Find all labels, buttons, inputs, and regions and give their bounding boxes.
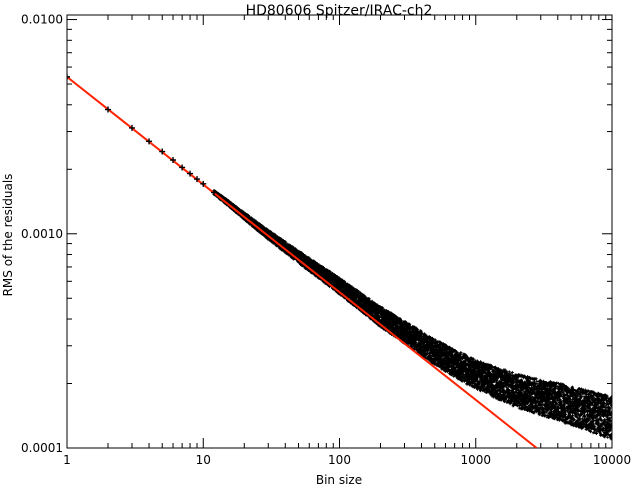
data-point-marker xyxy=(146,138,153,145)
fit-line xyxy=(67,76,538,448)
axes: 1 10 100 1000 10000 0.0001 0.0010 0.0100 xyxy=(21,13,631,467)
data-point-marker xyxy=(159,148,166,155)
data-point-marker xyxy=(194,176,201,183)
data-point-marker xyxy=(67,73,70,80)
x-tick-label: 1 xyxy=(63,453,71,467)
y-tick-label: 0.0100 xyxy=(21,13,63,27)
data-point-marker xyxy=(200,180,207,187)
data-point-marker xyxy=(211,189,218,196)
data-group xyxy=(67,73,612,448)
y-axis-label: RMS of the residuals xyxy=(1,174,15,297)
plot-area xyxy=(67,73,612,448)
x-tick-label: 1000 xyxy=(460,453,491,467)
x-tick-label: 10000 xyxy=(593,453,631,467)
x-axis-label: Bin size xyxy=(316,473,362,484)
y-tick-label: 0.0010 xyxy=(21,227,63,241)
data-point-marker xyxy=(170,156,177,163)
y-tick-label: 0.0001 xyxy=(21,441,63,455)
x-tick-label: 100 xyxy=(328,453,351,467)
data-point-marker xyxy=(129,124,136,131)
x-tick-label: 10 xyxy=(196,453,211,467)
data-point-marker xyxy=(179,164,186,171)
data-point-marker xyxy=(105,106,112,113)
data-point-marker xyxy=(187,170,194,177)
